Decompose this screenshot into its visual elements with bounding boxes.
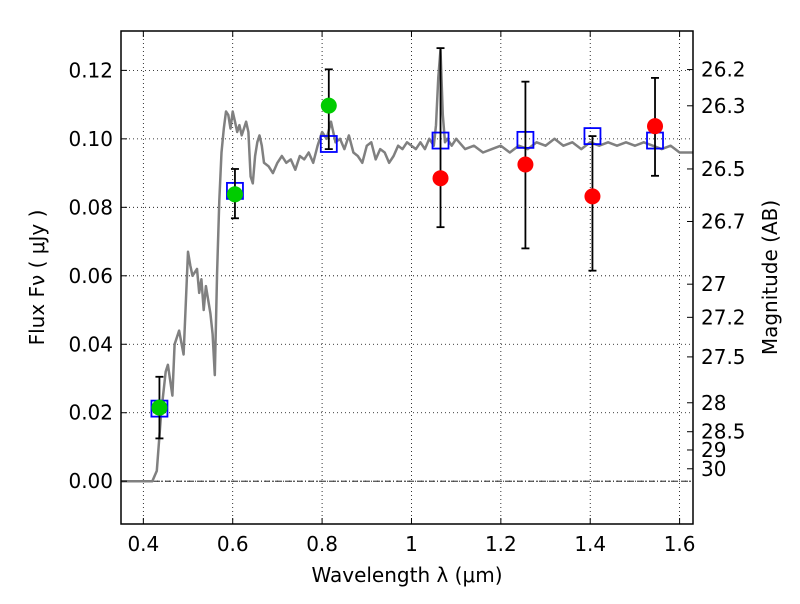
mag-tick-label: 29 [701,438,726,462]
mag-tick-label: 28 [701,391,726,415]
grid [121,31,693,524]
x-tick-label: 1.4 [574,532,606,556]
y-tick-label: 0.02 [68,401,113,425]
y-tick-label: 0.06 [68,264,113,288]
mag-tick-label: 26.7 [701,209,746,233]
mag-tick-label: 27 [701,272,726,296]
y-axis-label: Flux Fν ( μJy ) [25,210,49,346]
data-point [226,186,243,203]
mag-tick-label: 26.3 [701,94,746,118]
y-tick-label: 0.12 [68,58,113,82]
data-point [584,188,601,205]
y-tick-label: 0.00 [68,469,113,493]
data-point [517,156,534,173]
axis-ticks: 0.4 0.6 0.8 1 1.2 1.4 1.6 0.00 0.02 0.04 0.06 0.08 0… [68,31,746,556]
data-point [320,97,337,114]
y-tick-label: 0.10 [68,127,113,151]
y-axis-right-label: Magnitude (AB) [758,200,782,355]
plot-area [121,47,693,483]
mag-tick-label: 26.5 [701,157,746,181]
x-tick-label: 0.8 [306,532,338,556]
data-point [151,399,168,416]
mag-tick-label: 27.5 [701,345,746,369]
x-tick-label: 0.4 [127,532,159,556]
x-tick-label: 1.2 [485,532,517,556]
x-tick-label: 0.6 [217,532,249,556]
mag-tick-label: 28.5 [701,420,746,444]
mag-tick-label: 27.2 [701,305,746,329]
x-tick-label: 1.6 [664,532,696,556]
spectrum-line [121,48,693,483]
mag-tick-label: 26.2 [701,58,746,82]
x-axis-label: Wavelength λ (μm) [311,563,502,587]
data-point [432,170,449,187]
plot-frame [120,30,694,525]
y-tick-label: 0.04 [68,332,113,356]
data-point [647,118,664,135]
mag-tick-label: 30 [701,457,726,481]
x-tick-label: 1 [405,532,418,556]
y-tick-label: 0.08 [68,195,113,219]
